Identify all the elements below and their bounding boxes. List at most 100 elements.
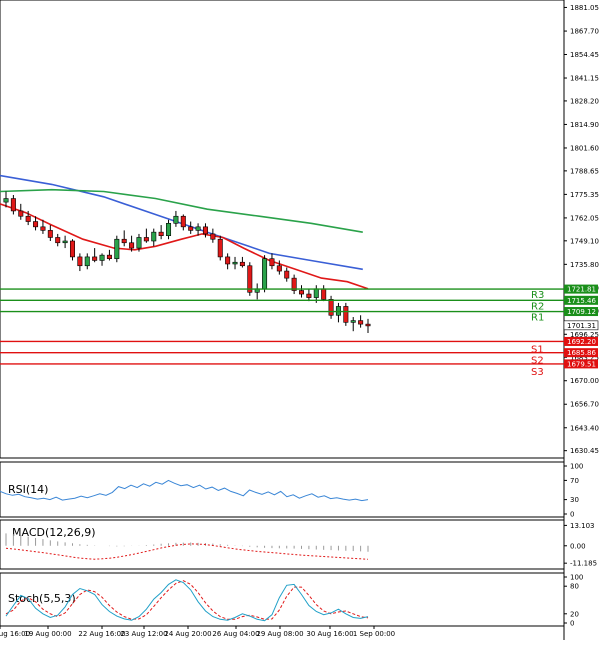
price-tick-label: 1841.15 bbox=[570, 75, 599, 83]
candle bbox=[129, 235, 135, 252]
level-name: R1 bbox=[531, 313, 544, 324]
candle bbox=[247, 262, 253, 296]
price-tick-label: 1656.70 bbox=[570, 401, 599, 409]
candle bbox=[62, 235, 68, 249]
candle bbox=[33, 216, 39, 231]
candle bbox=[188, 221, 194, 234]
price-tick-label: 1670.00 bbox=[570, 377, 599, 385]
rsi-tick-label: 70 bbox=[570, 477, 579, 485]
candle bbox=[299, 285, 305, 298]
candle bbox=[306, 288, 312, 302]
candle bbox=[276, 260, 282, 275]
macd-signal-line bbox=[5, 543, 369, 560]
candle bbox=[121, 230, 127, 247]
level-value-tag: 1679.51 bbox=[567, 360, 596, 368]
candle bbox=[262, 255, 268, 293]
macd-tick-label: -11.185 bbox=[570, 560, 597, 568]
candle bbox=[55, 233, 61, 247]
candle bbox=[114, 235, 120, 263]
candle bbox=[195, 223, 201, 236]
price-tick-label: 1735.80 bbox=[570, 261, 599, 269]
candle bbox=[92, 248, 98, 263]
level-value-tag: 1709.12 bbox=[567, 308, 596, 316]
level-value-tag: 1692.20 bbox=[567, 338, 596, 346]
rsi-tick-label: 30 bbox=[570, 496, 579, 504]
candle bbox=[284, 267, 290, 282]
level-value-tag: 1685.86 bbox=[567, 349, 596, 357]
macd-panel: MACD(12,26,9) 13.103 0.00 -11.185 bbox=[0, 519, 597, 570]
level-r3: 1721.81 R3 bbox=[0, 284, 598, 301]
stoch-tick-label: 20 bbox=[570, 610, 579, 618]
candle bbox=[158, 225, 164, 240]
stoch-tick-label: 80 bbox=[570, 583, 579, 591]
price-tick-label: 1801.60 bbox=[570, 144, 599, 152]
rsi-tick-label: 0 bbox=[570, 511, 574, 519]
level-name: R3 bbox=[531, 290, 544, 301]
candle bbox=[18, 203, 24, 220]
candle bbox=[180, 214, 186, 231]
level-r2: 1715.46 R2 bbox=[0, 295, 598, 312]
stoch-label: Stoch(5,5,3) bbox=[8, 592, 76, 605]
price-tick-label: 1683.25 bbox=[570, 354, 599, 362]
candle bbox=[210, 228, 216, 243]
candle bbox=[343, 302, 349, 326]
stoch-tick-label: 100 bbox=[570, 574, 583, 582]
level-r1: 1709.12 R1 bbox=[0, 307, 598, 324]
macd-label: MACD(12,26,9) bbox=[12, 526, 96, 539]
candle bbox=[232, 256, 238, 270]
candle bbox=[143, 228, 149, 243]
price-tick-label: 1881.05 bbox=[570, 4, 599, 12]
price-tick-label: 1696.25 bbox=[570, 331, 599, 339]
rsi-line bbox=[0, 479, 369, 502]
candle bbox=[225, 253, 231, 270]
candle bbox=[202, 223, 208, 238]
x-tick-label: 23 Aug 12:00 bbox=[120, 630, 167, 638]
candle bbox=[3, 191, 9, 208]
current-price-tag: 1701.31 bbox=[567, 322, 596, 330]
x-tick-label: 19 Aug 00:00 bbox=[24, 630, 71, 638]
x-tick-label: Aug 16:00 bbox=[0, 630, 30, 638]
candle bbox=[173, 210, 179, 227]
stoch-k-line bbox=[5, 579, 369, 622]
stoch-tick-label: 0 bbox=[570, 620, 574, 628]
candle bbox=[136, 233, 142, 252]
rsi-label: RSI(14) bbox=[8, 483, 48, 496]
macd-tick-label: 0.00 bbox=[570, 542, 586, 550]
candle bbox=[77, 253, 83, 272]
candle bbox=[99, 253, 105, 266]
candle bbox=[328, 295, 334, 319]
level-value-tag: 1715.46 bbox=[567, 297, 596, 305]
candle bbox=[25, 210, 31, 226]
price-tick-label: 1867.70 bbox=[570, 28, 599, 36]
level-name: S3 bbox=[531, 367, 544, 378]
candle bbox=[239, 256, 245, 268]
candle bbox=[106, 249, 112, 261]
level-name: R2 bbox=[531, 301, 544, 312]
price-tick-label: 1814.90 bbox=[570, 121, 599, 129]
stoch-d-line bbox=[5, 580, 369, 620]
candle bbox=[358, 315, 364, 328]
candle bbox=[84, 253, 90, 270]
x-tick-label: 29 Aug 08:00 bbox=[256, 630, 303, 638]
price-tick-label: 1828.20 bbox=[570, 97, 599, 105]
level-s3: 1679.51 S3 bbox=[0, 359, 598, 378]
candle bbox=[10, 195, 16, 215]
candle bbox=[40, 219, 46, 234]
candle bbox=[269, 253, 275, 270]
candle bbox=[350, 317, 356, 332]
x-tick-label: 30 Aug 16:00 bbox=[306, 630, 353, 638]
price-tick-label: 1630.45 bbox=[570, 447, 599, 455]
price-tick-label: 1854.45 bbox=[570, 51, 599, 59]
price-tick-label: 1788.65 bbox=[570, 167, 599, 175]
price-tick-label: 1643.40 bbox=[570, 424, 599, 432]
rsi-panel: RSI(14) 100 70 30 0 bbox=[0, 461, 583, 519]
candle bbox=[151, 228, 157, 247]
candle bbox=[166, 219, 172, 240]
level-s2: 1685.86 S2 bbox=[0, 348, 598, 367]
candle bbox=[217, 235, 223, 261]
